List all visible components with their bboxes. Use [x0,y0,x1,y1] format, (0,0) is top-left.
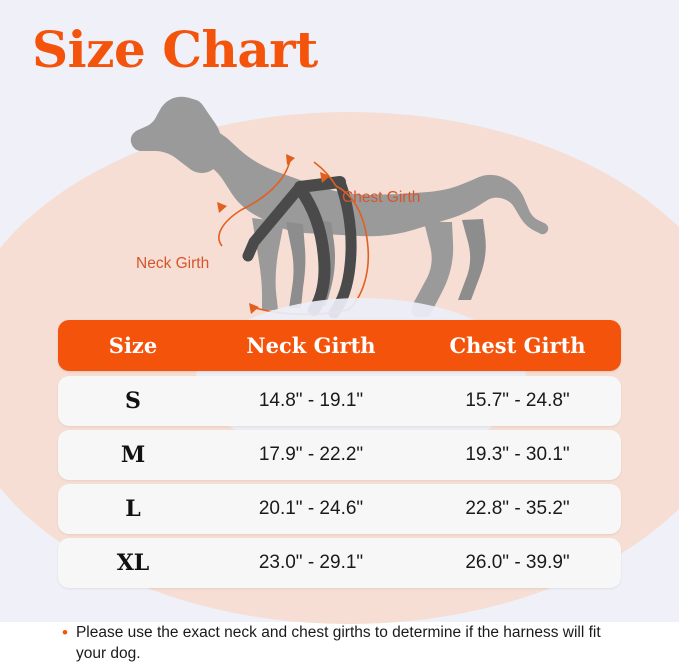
cell-size: S [125,388,141,414]
column-header-neck: Neck Girth [246,333,376,358]
cell-size: XL [116,550,150,576]
neck-girth-arrow-icon [217,154,295,247]
cell-chest: 19.3" - 30.1" [465,444,570,465]
cell-neck: 20.1" - 24.6" [258,498,364,519]
cell-neck: 23.0" - 29.1" [258,552,364,573]
table-row: L 20.1" - 24.6" 22.8" - 35.2" [58,484,621,534]
column-header-chest: Chest Girth [449,333,586,358]
size-chart-table: Size Neck Girth Chest Girth S 14.8" - 19… [58,320,621,592]
cell-chest: 15.7" - 24.8" [465,390,570,411]
label-chest-girth: Chest Girth [342,189,421,206]
cell-neck: 17.9" - 22.2" [258,444,364,465]
bullet-icon: • [62,623,68,642]
dog-harness-illustration: Neck Girth Chest Girth [0,70,679,458]
cell-chest: 22.8" - 35.2" [465,498,570,519]
page-title: Size Chart [32,20,318,79]
table-header-row: Size Neck Girth Chest Girth [58,320,621,371]
table-row: XL 23.0" - 29.1" 26.0" - 39.9" [58,538,621,588]
column-header-size: Size [108,333,158,358]
dog-silhouette-icon [130,96,549,317]
dog-illustration-svg [130,96,549,319]
cell-size: L [125,496,141,522]
footnote: • Please use the exact neck and chest gi… [62,622,622,664]
label-neck-girth: Neck Girth [136,255,210,272]
table-row: S 14.8" - 19.1" 15.7" - 24.8" [58,376,621,426]
cell-neck: 14.8" - 19.1" [258,390,364,411]
cell-size: M [120,442,146,468]
table-row: M 17.9" - 22.2" 19.3" - 30.1" [58,430,621,480]
footnote-text: Please use the exact neck and chest girt… [75,624,601,662]
cell-chest: 26.0" - 39.9" [465,552,570,573]
